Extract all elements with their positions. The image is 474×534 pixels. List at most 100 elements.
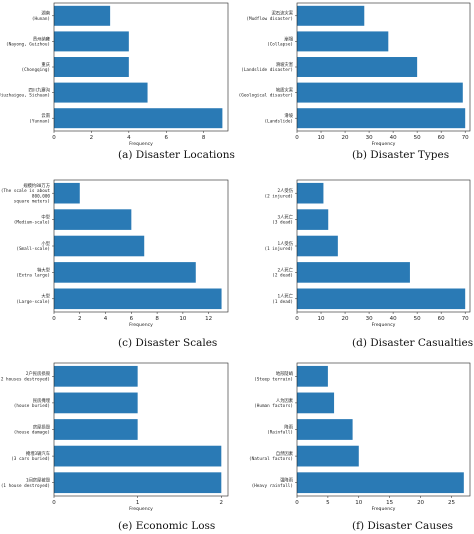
y-tick-label: 云南 <box>41 112 50 119</box>
bar-4-4 <box>297 262 410 283</box>
y-tick-label: 泥石流灾害 <box>272 10 294 17</box>
y-tick-label: (Geological disaster) <box>239 93 293 99</box>
y-tick-label: (Rainfall) <box>267 430 293 436</box>
bar-2-3 <box>297 57 418 77</box>
x-tick-label: 60 <box>438 135 445 141</box>
y-tick-label: 降雨 <box>284 423 293 430</box>
y-tick-label: 地形陡峭 <box>276 370 294 377</box>
y-tick-label: (Landslide) <box>265 118 293 124</box>
bar-1-4 <box>54 82 148 103</box>
panel-caption: (b) Disaster Types <box>352 149 449 161</box>
y-tick-label: (Yunnan) <box>29 118 50 124</box>
y-tick-label: (Jiuzhaigou, Sichuan) <box>0 93 50 99</box>
x-tick-label: 50 <box>414 316 421 322</box>
y-tick-label: 人为因素 <box>276 397 294 404</box>
bar-2-2 <box>297 31 389 52</box>
y-tick-label: (1 injured) <box>265 246 293 252</box>
bar-5-3 <box>54 419 138 440</box>
bar-6-4 <box>297 445 359 467</box>
y-tick-label: 800,000 <box>32 193 51 199</box>
y-tick-label: 民房掩埋 <box>33 397 51 404</box>
x-tick-label: 0 <box>52 316 56 322</box>
x-tick-label: 10 <box>318 135 325 141</box>
x-tick-label: 20 <box>342 316 349 322</box>
x-tick-label: 60 <box>438 316 445 322</box>
bar-5-1 <box>54 365 138 387</box>
y-tick-label: (Hunan) <box>32 16 50 22</box>
y-tick-label: (1 house destroyed) <box>1 483 50 489</box>
y-tick-label: 重庆 <box>41 61 50 68</box>
x-tick-label: 2 <box>90 135 94 141</box>
bar-4-2 <box>297 209 329 230</box>
x-axis-label: Frequency <box>372 141 396 147</box>
y-tick-label: 中型 <box>41 214 50 221</box>
y-tick-label: (2 injured) <box>265 193 293 199</box>
bar-2-4 <box>297 82 463 103</box>
bar-3-4 <box>54 262 196 283</box>
bar-2-5 <box>297 108 466 129</box>
y-tick-label: 2人受伤 <box>278 187 293 194</box>
y-tick-label: 大型 <box>41 293 50 300</box>
bar-3-3 <box>54 235 145 257</box>
bar-5-5 <box>54 472 222 494</box>
bar-3-1 <box>54 182 80 204</box>
panel-caption: (e) Economic Loss <box>118 520 215 532</box>
x-tick-label: 2 <box>78 316 82 322</box>
y-tick-label: (Chongqing) <box>22 67 50 73</box>
x-tick-label: 30 <box>366 316 373 322</box>
y-tick-label: (Collapse) <box>267 42 293 48</box>
bar-6-3 <box>297 419 353 440</box>
x-tick-label: 8 <box>155 316 159 322</box>
bar-4-1 <box>297 182 324 204</box>
y-tick-label: 1人死亡 <box>278 293 294 300</box>
chart-panel-5: 2户民房损毁(2 houses destroyed) 民房掩埋(house bur… <box>0 362 229 532</box>
panel-caption: (f) Disaster Causes <box>352 520 453 532</box>
y-tick-label: 3人死亡 <box>278 214 294 221</box>
bar-5-4 <box>54 445 222 467</box>
bar-1-2 <box>54 31 129 52</box>
bar-1-1 <box>54 5 111 26</box>
bar-6-5 <box>297 472 464 494</box>
bar-6-1 <box>297 365 328 387</box>
y-tick-label: 地质灾害 <box>276 87 294 94</box>
x-tick-label: 25 <box>448 500 455 506</box>
y-tick-label: (1 dead) <box>272 299 293 305</box>
chart-panel-3: 规模约80万方(The scale is about800,000square … <box>1 179 229 349</box>
bar-1-3 <box>54 57 129 77</box>
x-tick-label: 2 <box>220 500 224 506</box>
y-tick-label: 小型 <box>41 240 50 247</box>
x-tick-label: 0 <box>52 135 56 141</box>
chart-panel-2: 泥石流灾害(Mudflow disaster)崩塌(Collapse)滑坡灾害(… <box>239 2 471 161</box>
x-tick-label: 0 <box>295 500 299 506</box>
y-tick-label: 自然因素 <box>276 450 294 457</box>
x-tick-label: 20 <box>342 135 349 141</box>
x-tick-label: 15 <box>386 500 393 506</box>
y-tick-label: (3 dead) <box>272 220 293 226</box>
x-tick-label: 30 <box>366 135 373 141</box>
y-tick-label: square meters) <box>14 199 50 205</box>
bar-3-2 <box>54 209 132 230</box>
y-tick-label: 强降雨 <box>280 477 294 484</box>
y-tick-label: 贵州纳雍 <box>33 35 51 42</box>
bar-5-2 <box>54 392 138 414</box>
y-tick-label: (The scale is about <box>1 188 51 194</box>
y-tick-label: 掩埋3辆汽车 <box>26 450 51 457</box>
y-tick-label: 房屋损毁 <box>33 423 51 430</box>
y-tick-label: (house damage) <box>14 430 50 436</box>
y-tick-label: (Landslide disaster) <box>241 67 293 73</box>
x-axis-label: Frequency <box>129 141 153 147</box>
y-tick-label: (Mudflow disaster) <box>246 16 293 22</box>
x-tick-label: 0 <box>295 316 299 322</box>
x-tick-label: 6 <box>165 135 169 141</box>
x-tick-label: 20 <box>417 500 424 506</box>
y-tick-label: 湖南 <box>41 10 50 17</box>
x-axis-label: Frequency <box>129 322 153 328</box>
x-axis-label: Frequency <box>372 506 396 512</box>
x-tick-label: 10 <box>355 500 362 506</box>
y-tick-label: 特大型 <box>37 266 51 273</box>
y-tick-label: 1人受伤 <box>278 240 293 247</box>
bar-6-2 <box>297 392 335 414</box>
y-tick-label: 滑坡 <box>284 112 293 119</box>
y-tick-label: (2 dead) <box>272 273 293 279</box>
